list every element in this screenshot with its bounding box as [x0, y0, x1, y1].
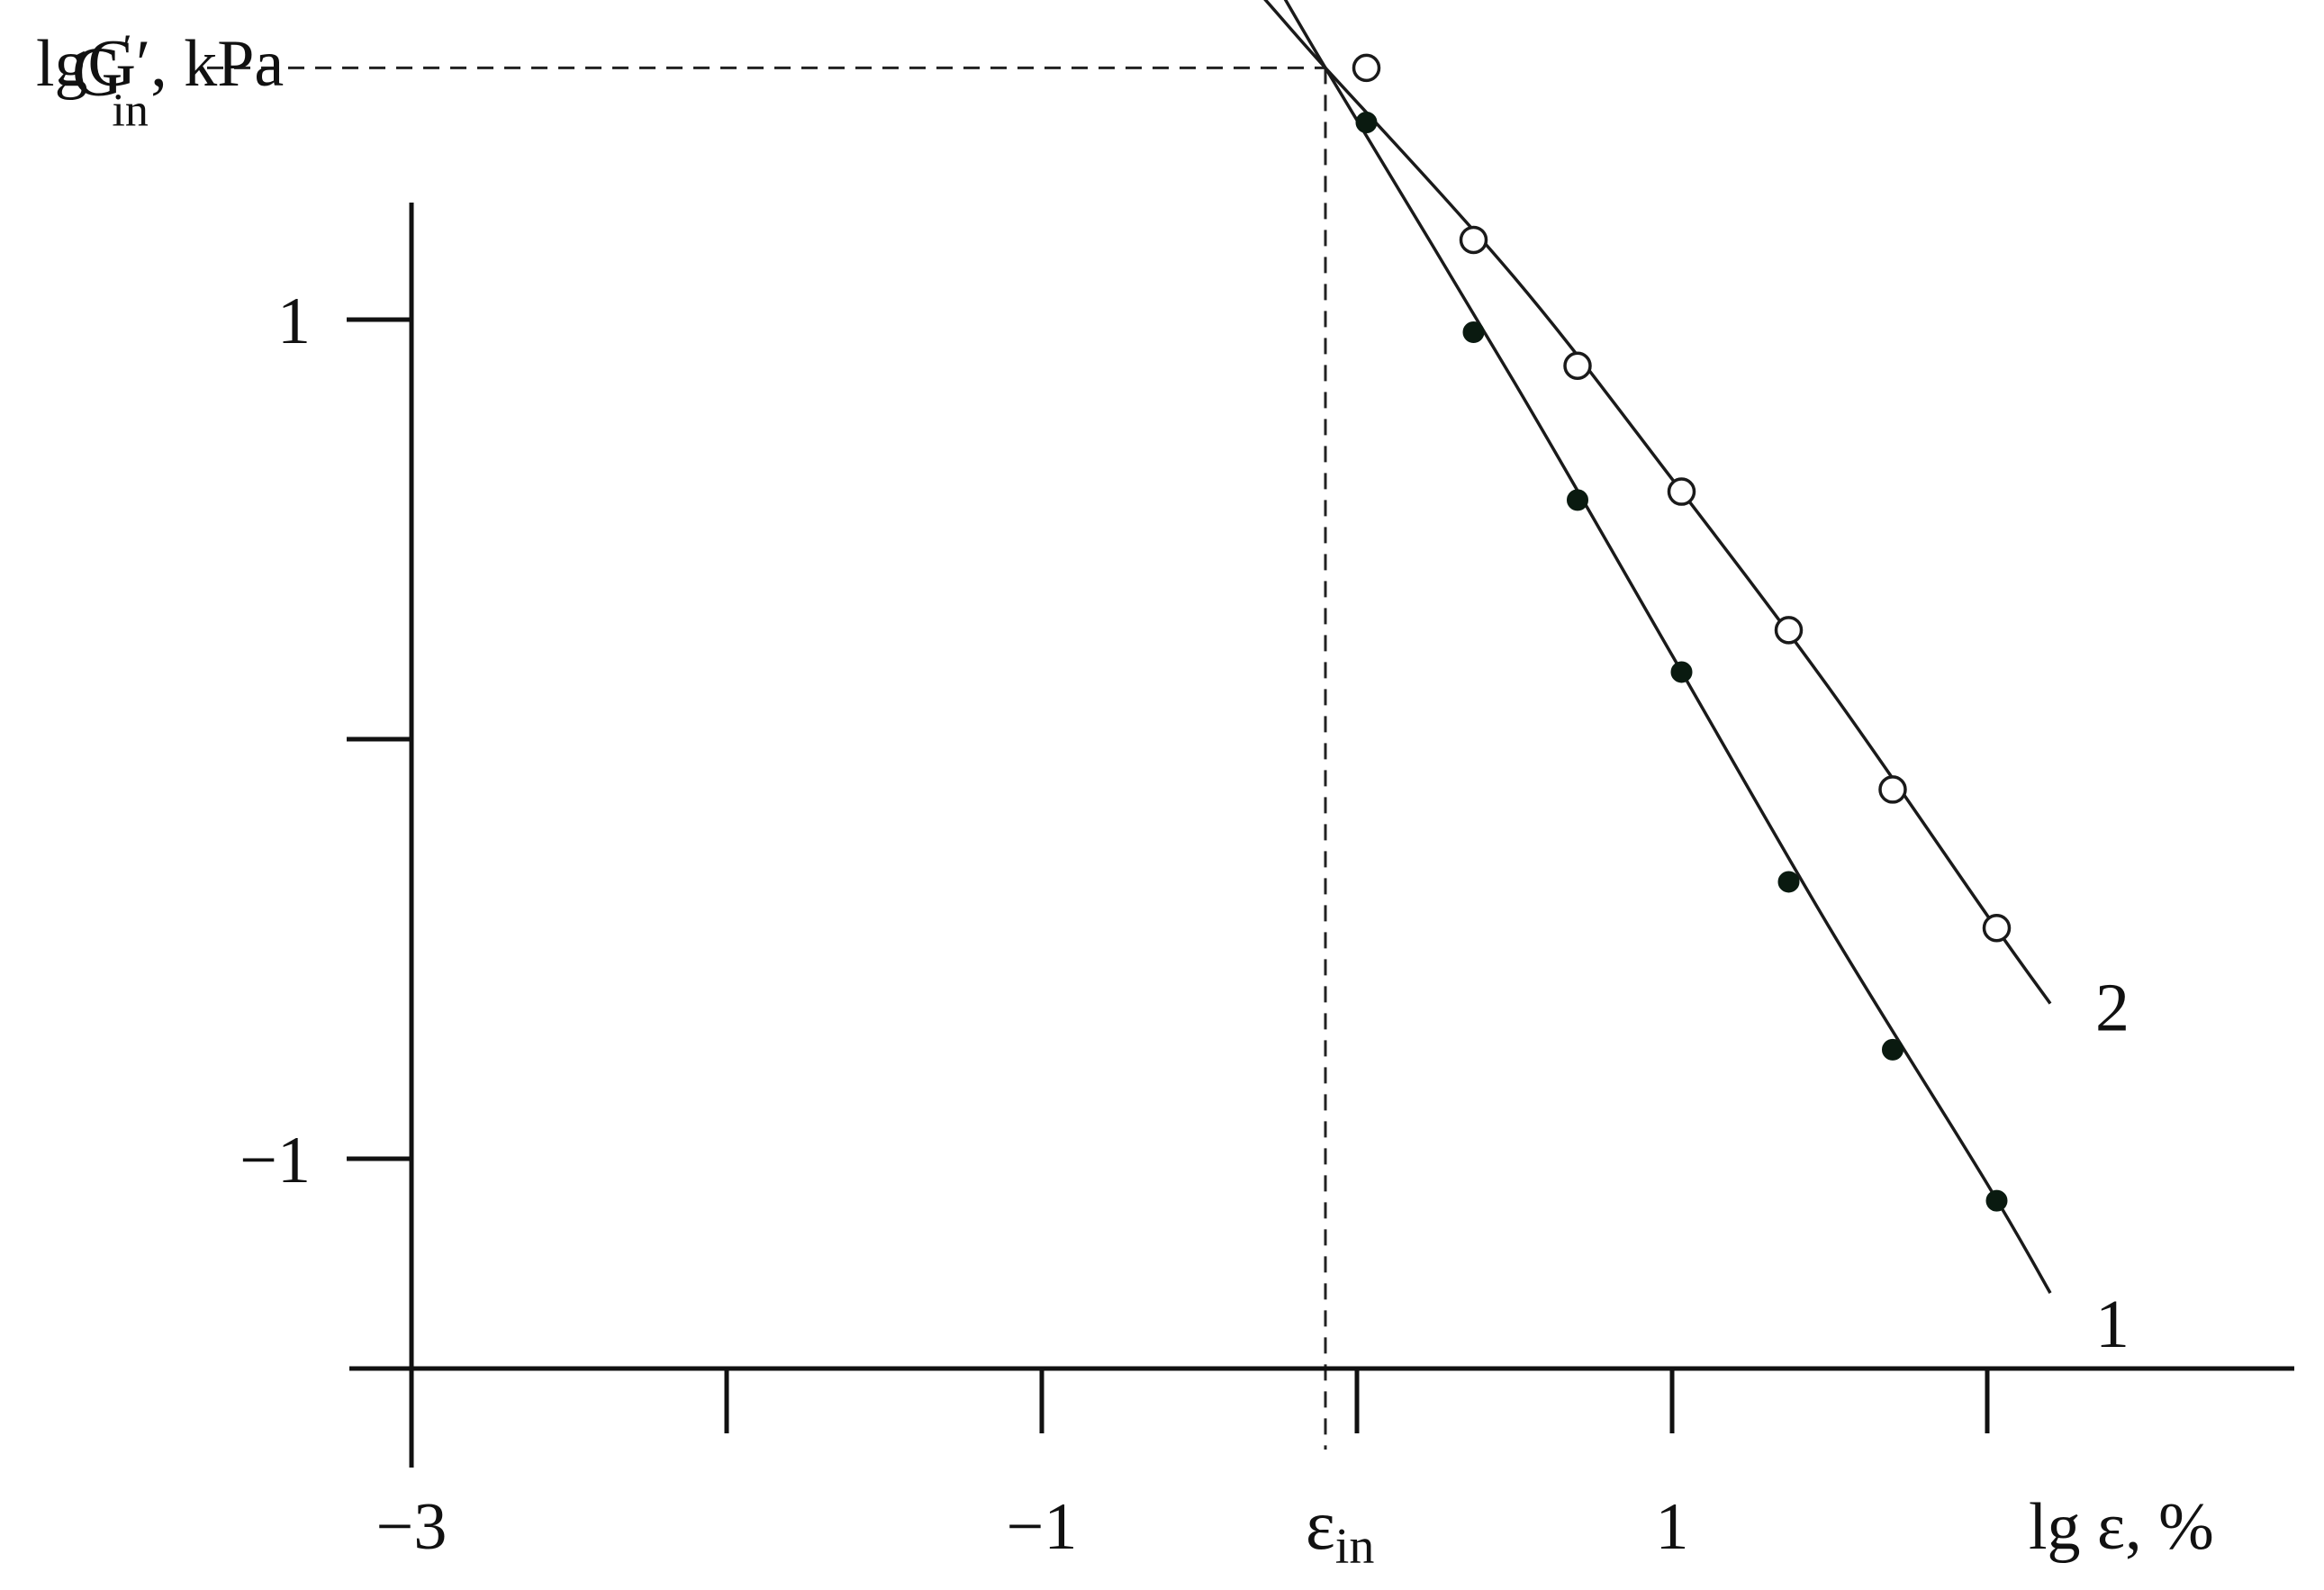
series-2-curve	[1263, 0, 2052, 1005]
series-2-point	[1878, 775, 1907, 804]
series-1-point	[1777, 871, 1800, 893]
series-2-point	[1563, 351, 1592, 381]
series-2-point	[1982, 913, 2012, 943]
y-axis-title: lgG′, kPa	[36, 27, 284, 101]
x-axis-title: lg ε, %	[2029, 1490, 2214, 1564]
x-tick-label: 1	[1656, 1490, 1689, 1564]
series-2-point	[1774, 616, 1804, 645]
series-1-curve	[1283, 0, 2052, 1294]
series-1-curve-label: 1	[2095, 1287, 2130, 1362]
series-2-point	[1667, 477, 1696, 506]
x-tick-label: −3	[376, 1490, 448, 1564]
series-1-point	[1882, 1038, 1904, 1061]
axes	[349, 203, 2294, 1468]
markers	[1352, 53, 2012, 1212]
series-1-point	[1567, 489, 1588, 511]
series-1-point	[1670, 661, 1693, 683]
series-1-point	[1985, 1189, 2008, 1212]
reference-label: G′ in	[72, 25, 149, 136]
y-tick-label: 1	[277, 285, 311, 358]
y-tick-label: −1	[240, 1124, 311, 1197]
series-1-point	[1355, 111, 1378, 133]
series-2-point	[1459, 225, 1488, 255]
labels: lgG′, kPa lg ε, % −3−1131−1G′0G″0G′inεin…	[36, 25, 2214, 1575]
ticks	[347, 317, 1990, 1433]
series-1-point	[1462, 321, 1485, 343]
curves	[1263, 0, 2052, 1294]
reference-lines	[207, 66, 1327, 1450]
series-2-point	[1352, 53, 1381, 83]
epsilon-in-label: εin	[1306, 1486, 1374, 1575]
series-2-curve-label: 2	[2095, 971, 2130, 1046]
x-tick-label: −1	[1007, 1490, 1078, 1564]
